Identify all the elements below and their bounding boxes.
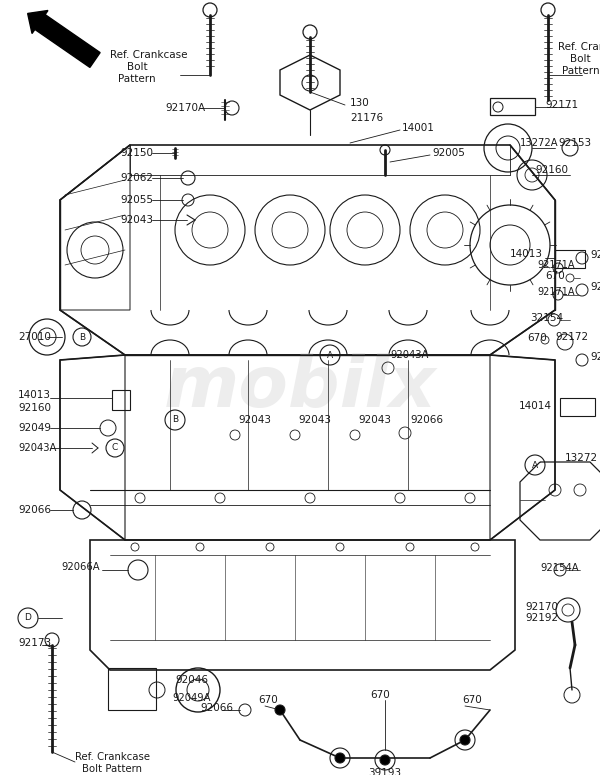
Text: 92066A: 92066A [61, 562, 100, 572]
Text: 92049A: 92049A [172, 693, 211, 703]
Bar [108, 668, 156, 710]
Text: 14014: 14014 [519, 401, 552, 411]
Circle shape [460, 735, 470, 745]
Text: Pattern: Pattern [118, 74, 155, 84]
Text: 670: 670 [527, 333, 547, 343]
Text: 92043: 92043 [358, 415, 391, 425]
Text: 92173: 92173 [18, 638, 51, 648]
Text: 92153: 92153 [558, 138, 591, 148]
Text: 670: 670 [370, 690, 390, 700]
Text: Bolt Pattern: Bolt Pattern [82, 764, 142, 774]
Text: 92192: 92192 [525, 613, 558, 623]
Text: 670: 670 [462, 695, 482, 705]
Text: 14013: 14013 [510, 249, 543, 259]
Text: 13272A: 13272A [520, 138, 559, 148]
Text: 92171A: 92171A [537, 287, 575, 297]
Text: Ref. Crankcase: Ref. Crankcase [110, 50, 187, 60]
Text: 13272: 13272 [565, 453, 598, 463]
Text: 92160: 92160 [18, 403, 51, 413]
Text: 92043: 92043 [120, 215, 153, 225]
Text: 92150: 92150 [120, 148, 153, 158]
Text: Bolt: Bolt [127, 62, 148, 72]
Text: 92055: 92055 [120, 195, 153, 205]
Text: 670: 670 [545, 271, 565, 281]
Text: 92049: 92049 [18, 423, 51, 433]
Text: 92005: 92005 [432, 148, 465, 158]
FancyArrow shape [28, 11, 100, 67]
Text: 92066: 92066 [200, 703, 233, 713]
Text: 92171A: 92171A [537, 260, 575, 270]
Circle shape [335, 753, 345, 763]
Text: 92043: 92043 [298, 415, 331, 425]
Text: Pattern: Pattern [562, 66, 599, 76]
Text: C: C [112, 443, 118, 453]
Text: 92154: 92154 [590, 352, 600, 362]
Text: 14001: 14001 [402, 123, 435, 133]
Text: 92154A: 92154A [540, 563, 578, 573]
Text: 92172: 92172 [555, 332, 588, 342]
Text: 92043: 92043 [238, 415, 271, 425]
Text: A: A [327, 350, 333, 360]
Text: 21176: 21176 [350, 113, 383, 123]
Text: 92154: 92154 [590, 250, 600, 260]
Text: Bolt: Bolt [570, 54, 590, 64]
Text: 92043A: 92043A [390, 350, 428, 360]
Text: 92154: 92154 [590, 282, 600, 292]
Text: 92066: 92066 [410, 415, 443, 425]
Text: B: B [172, 415, 178, 425]
Circle shape [275, 705, 285, 715]
Text: Ref. Crankcase: Ref. Crankcase [558, 42, 600, 52]
Text: mobilx: mobilx [164, 353, 436, 422]
Text: 92062: 92062 [120, 173, 153, 183]
Text: 92046: 92046 [175, 675, 208, 685]
Text: 670: 670 [258, 695, 278, 705]
Text: 130: 130 [350, 98, 370, 108]
Text: 14013: 14013 [18, 390, 51, 400]
Text: D: D [25, 614, 31, 622]
Bar [555, 250, 585, 268]
Text: 92170A: 92170A [165, 103, 205, 113]
Circle shape [380, 755, 390, 765]
Text: 92066: 92066 [18, 505, 51, 515]
Text: 92160: 92160 [535, 165, 568, 175]
Text: 92170: 92170 [525, 602, 558, 612]
Text: 32154: 32154 [530, 313, 563, 323]
Text: 92171: 92171 [545, 100, 578, 110]
Text: A: A [532, 460, 538, 470]
Text: 27010: 27010 [18, 332, 51, 342]
Bar [560, 398, 595, 416]
Bar [112, 390, 130, 410]
Text: 39193: 39193 [368, 768, 401, 775]
Text: B: B [79, 332, 85, 342]
Text: 92043A: 92043A [18, 443, 56, 453]
Text: Ref. Crankcase: Ref. Crankcase [75, 752, 150, 762]
